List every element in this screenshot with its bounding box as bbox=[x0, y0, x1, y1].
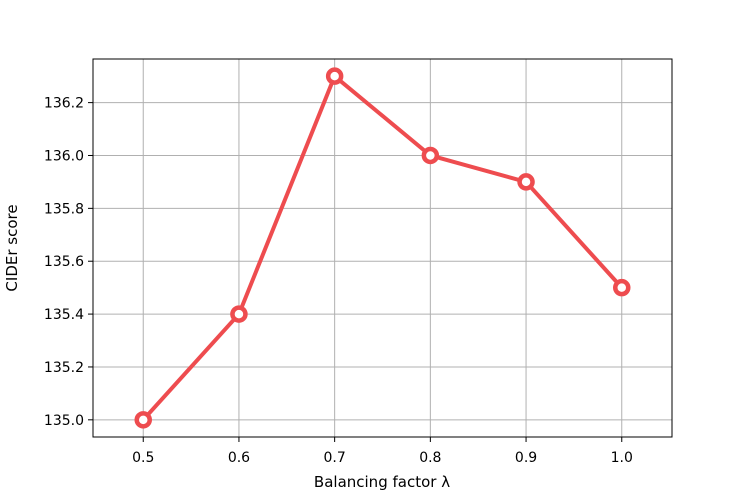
y-tick-label: 135.2 bbox=[44, 360, 84, 376]
data-point bbox=[517, 173, 535, 191]
y-tick-label: 135.8 bbox=[44, 201, 84, 217]
grid bbox=[93, 59, 672, 437]
y-axis-label: CIDEr score bbox=[3, 204, 21, 291]
x-axis-label: Balancing factor λ bbox=[314, 473, 450, 491]
data-point bbox=[325, 67, 344, 85]
x-tick-label: 0.7 bbox=[324, 450, 346, 466]
x-axis: 0.5 0.6 0.7 0.8 0.9 1.0 bbox=[132, 437, 633, 466]
y-axis: 135.0 135.2 135.4 135.6 135.8 136.0 136.2 bbox=[44, 96, 93, 429]
y-tick-label: 135.6 bbox=[44, 254, 84, 270]
series-line bbox=[141, 74, 624, 422]
data-point bbox=[134, 411, 152, 429]
y-tick-label: 135.0 bbox=[44, 413, 84, 429]
data-point bbox=[421, 146, 440, 165]
y-tick-label: 136.2 bbox=[44, 96, 84, 112]
x-tick-label: 1.0 bbox=[611, 450, 633, 466]
series-layer bbox=[134, 67, 631, 429]
x-tick-label: 0.5 bbox=[132, 450, 154, 466]
y-tick-label: 135.4 bbox=[44, 307, 84, 323]
data-point bbox=[230, 305, 248, 323]
x-tick-label: 0.8 bbox=[419, 450, 441, 466]
data-point bbox=[613, 278, 631, 297]
plot-frame bbox=[92, 58, 673, 438]
x-tick-label: 0.9 bbox=[515, 450, 537, 466]
y-tick-label: 136.0 bbox=[44, 148, 84, 164]
x-tick-label: 0.6 bbox=[228, 450, 250, 466]
